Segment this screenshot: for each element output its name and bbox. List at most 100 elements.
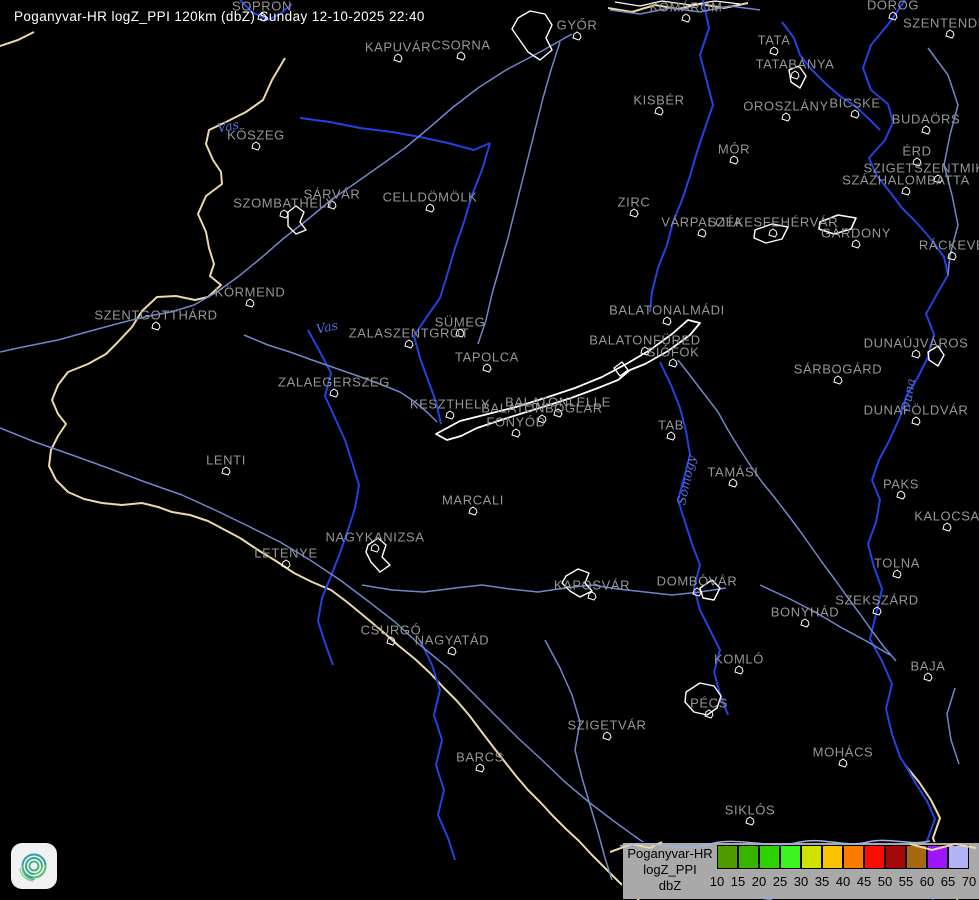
- town-marker: [888, 11, 898, 21]
- map-line: [927, 345, 945, 367]
- town-marker: [404, 339, 414, 349]
- town-marker: [587, 591, 597, 601]
- city-label: MÓR: [717, 141, 751, 157]
- scale-box: [885, 845, 906, 869]
- scale-box: [780, 845, 801, 869]
- city-label: BALATONALMÁDI: [609, 302, 725, 318]
- town-marker: [572, 31, 582, 41]
- town-marker: [602, 731, 612, 741]
- scale-tick-label: 15: [730, 874, 746, 889]
- city-label: KOMÁROM: [649, 0, 723, 15]
- map-line: [659, 361, 729, 716]
- map-line: [781, 21, 881, 131]
- city-label: DOROG: [866, 0, 920, 13]
- city-label: KAPOSVÁR: [553, 577, 631, 593]
- town-marker: [851, 239, 861, 249]
- city-label: GYŐR: [556, 17, 598, 33]
- town-marker: [475, 763, 485, 773]
- map-line: [677, 359, 897, 662]
- town-marker: [911, 416, 921, 426]
- city-label: CSURGÓ: [360, 622, 422, 638]
- map-line: [759, 584, 891, 656]
- map-line: [753, 223, 789, 244]
- town-marker: [781, 112, 791, 122]
- town-marker: [728, 478, 738, 488]
- town-marker: [947, 251, 957, 261]
- scale-box: [717, 845, 738, 869]
- city-label: CELLDÖMÖLK: [382, 189, 478, 205]
- city-label: TAPOLCA: [455, 349, 519, 365]
- town-marker: [393, 53, 403, 63]
- city-label: PAKS: [882, 476, 920, 492]
- town-marker: [945, 29, 955, 39]
- town-marker: [942, 522, 952, 532]
- city-label: SIÓFOK: [646, 344, 700, 360]
- city-label: SÁRBOGÁRD: [793, 361, 883, 377]
- city-label: KALOCSA: [914, 508, 979, 524]
- town-marker: [790, 70, 800, 80]
- map-line: [699, 579, 721, 601]
- map-line: [48, 57, 286, 539]
- radar-title: Poganyvar-HR logZ_PPI 120km (dbZ) Sunday…: [14, 9, 425, 24]
- town-marker: [537, 414, 547, 424]
- scale-tick-label: 45: [856, 874, 872, 889]
- city-label: SZEKSZÁRD: [835, 592, 919, 608]
- scale-tick-label: 10: [709, 874, 725, 889]
- map-line: [477, 41, 561, 345]
- map-line: [287, 205, 307, 235]
- city-label: BALATONFÜRED: [589, 332, 701, 348]
- map-line: [0, 31, 35, 47]
- town-marker: [892, 569, 902, 579]
- town-marker: [447, 646, 457, 656]
- city-label: GÁRDONY: [821, 225, 891, 241]
- town-marker: [251, 141, 261, 151]
- town-marker: [482, 363, 492, 373]
- town-marker: [370, 543, 380, 553]
- map-line: [0, 427, 773, 900]
- map-line: [544, 639, 613, 881]
- color-scale-legend: Poganyvar-HR logZ_PPI dbZ 10 15 20 25 30 35 40…: [622, 842, 979, 899]
- city-label: BICSKE: [829, 95, 881, 111]
- town-marker: [257, 12, 267, 22]
- town-marker: [245, 298, 255, 308]
- town-marker: [912, 157, 922, 167]
- city-label: SÁRVÁR: [303, 186, 361, 202]
- map-line: [299, 117, 491, 151]
- city-label: LENTI: [206, 452, 246, 468]
- town-marker: [668, 358, 678, 368]
- city-label: SÜMEG: [434, 314, 486, 330]
- scale-box: [801, 845, 822, 869]
- map-line: [946, 687, 960, 765]
- town-marker: [445, 410, 455, 420]
- town-marker: [468, 506, 478, 516]
- town-marker: [455, 328, 465, 338]
- town-marker: [745, 816, 755, 826]
- town-marker: [386, 636, 396, 646]
- map-line: [818, 214, 857, 235]
- town-marker: [640, 346, 650, 356]
- town-marker: [151, 321, 161, 331]
- scale-box: [864, 845, 885, 869]
- map-line: [365, 537, 391, 573]
- city-label: SOPRON: [232, 0, 292, 14]
- city-label: NAGYATÁD: [414, 632, 490, 648]
- town-marker: [327, 200, 337, 210]
- town-marker: [425, 203, 435, 213]
- scale-box: [738, 845, 759, 869]
- map-line: [307, 329, 360, 666]
- city-label: FONYÓD: [486, 414, 546, 430]
- city-label: BALATONLELLE: [505, 394, 611, 410]
- map-line: [649, 0, 714, 313]
- city-label: BUDAÖRS: [891, 111, 961, 127]
- scale-tick-label: 65: [940, 874, 956, 889]
- city-label: VÁRPALOTA: [661, 214, 743, 230]
- city-label: TATABÁNYA: [755, 56, 835, 72]
- city-label: MOHÁCS: [812, 744, 874, 760]
- city-label: PÉCS: [690, 695, 728, 711]
- map-line: [609, 5, 761, 15]
- city-label: OROSZLÁNY: [743, 98, 829, 114]
- city-label: NAGYKANIZSA: [325, 529, 425, 545]
- town-marker: [629, 208, 639, 218]
- scale-box: [948, 845, 969, 869]
